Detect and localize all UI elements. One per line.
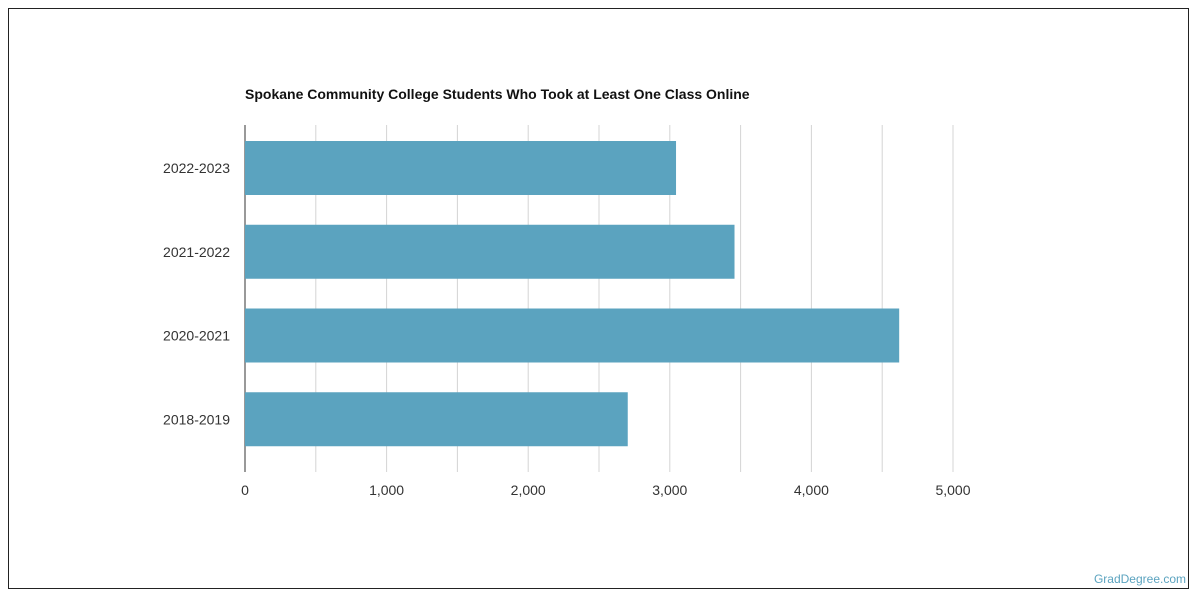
bars xyxy=(245,141,900,447)
category-label: 2018-2019 xyxy=(163,411,230,427)
bar-2018-2019 xyxy=(245,392,628,447)
watermark-link[interactable]: GradDegree.com xyxy=(1093,572,1186,586)
category-label: 2020-2021 xyxy=(163,328,230,344)
x-tick-label: 5,000 xyxy=(935,482,970,498)
x-tick-label: 4,000 xyxy=(794,482,829,498)
x-tick-label: 0 xyxy=(241,482,249,498)
bar-2021-2022 xyxy=(245,224,735,279)
category-labels: 2022-2023 2021-2022 2020-2021 2018-2019 xyxy=(163,160,230,427)
category-label: 2022-2023 xyxy=(163,160,230,176)
x-tick-labels: 0 1,000 2,000 3,000 4,000 5,000 xyxy=(241,482,971,498)
x-tick-label: 1,000 xyxy=(369,482,404,498)
chart-title: Spokane Community College Students Who T… xyxy=(245,86,750,102)
x-tick-label: 2,000 xyxy=(511,482,546,498)
category-label: 2021-2022 xyxy=(163,244,230,260)
bar-2022-2023 xyxy=(245,141,677,195)
x-tick-label: 3,000 xyxy=(652,482,687,498)
bar-2020-2021 xyxy=(245,308,900,363)
